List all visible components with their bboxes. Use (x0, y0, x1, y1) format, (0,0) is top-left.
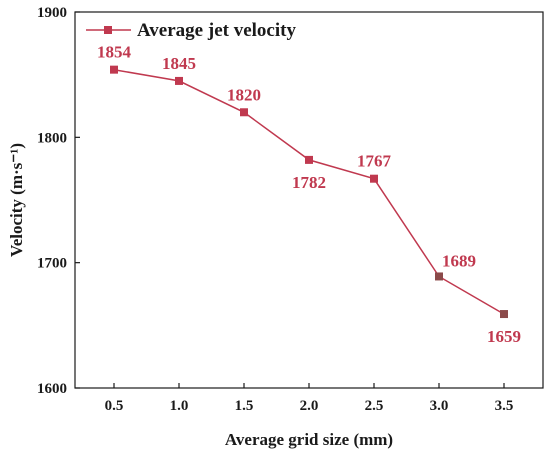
data-point-2 (240, 108, 248, 117)
y-tick-label: 1700 (37, 256, 67, 272)
legend-label: Average jet velocity (137, 20, 296, 41)
legend-marker (104, 26, 112, 34)
axis-ticks (75, 11, 505, 389)
data-label-6: 1659 (487, 327, 521, 346)
data-labels: 1854 1845 1820 1782 1767 1689 1659 (97, 43, 521, 346)
y-tick-label: 1900 (37, 5, 67, 21)
legend: Average jet velocity (86, 20, 296, 41)
data-label-0: 1854 (97, 43, 132, 62)
data-point-6 (500, 310, 508, 319)
x-tick-label: 3.5 (495, 398, 514, 414)
y-tick-label: 1600 (37, 381, 67, 397)
data-point-5 (435, 272, 443, 281)
x-tick-label: 2.5 (365, 398, 384, 414)
x-tick-label: 2.0 (300, 398, 319, 414)
tick-labels: 0.5 1.0 1.5 2.0 2.5 3.0 3.5 1600 1700 1800 1900 (37, 5, 513, 414)
data-label-5: 1689 (442, 251, 476, 270)
y-tick-label: 1800 (37, 130, 67, 146)
data-point-0 (110, 65, 118, 74)
data-point-3 (305, 155, 313, 164)
y-axis-title: Velocity (m·s⁻¹) (7, 143, 26, 257)
data-point-4 (370, 174, 378, 183)
x-tick-label: 1.5 (235, 398, 254, 414)
data-label-3: 1782 (292, 173, 326, 192)
data-markers (110, 65, 508, 319)
data-point-1 (175, 76, 183, 85)
x-tick-label: 3.0 (430, 398, 449, 414)
plot-frame (74, 11, 544, 389)
data-label-1: 1845 (162, 54, 196, 73)
x-tick-label: 1.0 (170, 398, 189, 414)
data-label-2: 1820 (227, 85, 261, 104)
data-label-4: 1767 (357, 152, 392, 171)
x-axis-title: Average grid size (mm) (225, 430, 393, 449)
x-tick-label: 0.5 (105, 398, 124, 414)
